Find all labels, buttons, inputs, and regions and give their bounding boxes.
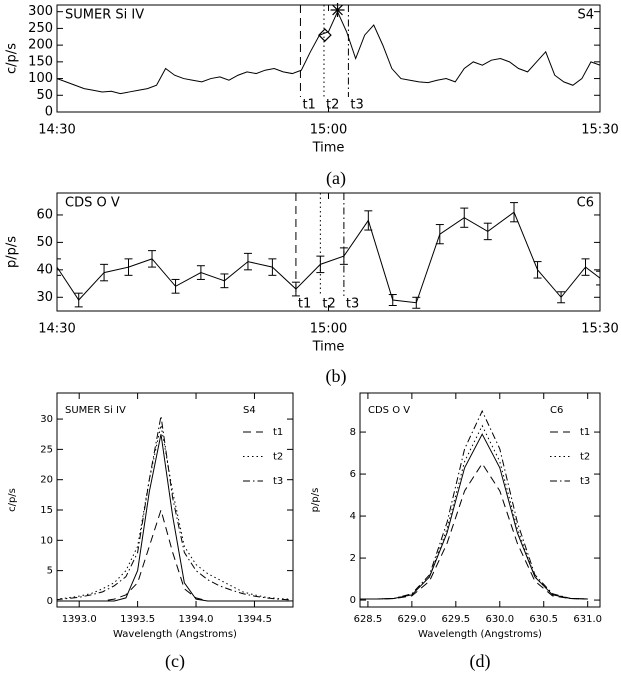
data-line [360,424,588,600]
x-tick-label: 1394.5 [237,614,272,625]
y-tick-label: 5 [47,566,53,577]
legend-label: t1 [273,427,283,438]
panel-title: CDS O V [368,405,410,416]
x-tick-label: 629.0 [398,614,427,625]
caption: (a) [326,168,346,189]
region-label: S4 [577,8,594,23]
x-tick-label: 1394.0 [179,614,214,625]
time-marker-label: t2 [326,98,339,113]
x-tick-label: 1393.0 [62,614,97,625]
y-tick-label: 100 [28,71,53,86]
data-line [360,409,588,600]
diamond-point [318,28,332,42]
y-axis-label: p/p/s [5,236,20,268]
time-marker-label: t1 [302,98,315,113]
y-tick-label: 250 [28,21,53,36]
x-tick-label: 629.5 [442,614,471,625]
y-axis-label: p/p/s [310,488,321,513]
panel-title: CDS O V [65,196,120,211]
x-tick-label: 628.5 [354,614,383,625]
data-line [57,434,290,602]
plot-frame [56,392,294,608]
data-line [57,508,290,602]
y-tick-label: 60 [36,207,53,222]
data-line [57,211,600,304]
x-tick-label: 630.5 [529,614,558,625]
asterisk-point [330,3,345,18]
y-tick-label: 200 [28,38,53,53]
y-tick-label: 25 [40,444,53,455]
y-tick-label: 50 [36,235,53,250]
legend-label: t2 [580,452,590,463]
region-label: C6 [550,405,563,416]
x-tick-label: 15:30 [581,322,618,337]
y-tick-label: 30 [40,414,53,425]
y-tick-label: 150 [28,54,53,69]
legend-label: t2 [273,452,283,463]
y-tick-label: 20 [40,475,53,486]
panel: 0 2 4 6 8 628.5 629.0 629.5 630.0 630.5 631.0 Wavel… [310,392,602,672]
data-line [57,425,290,600]
x-axis-label: Time [312,340,345,355]
y-tick-label: 15 [40,505,53,516]
data-line [57,10,600,95]
y-tick-label: 30 [36,290,53,305]
legend-label: t1 [580,427,590,438]
data-line [360,433,588,600]
y-tick-label: 0 [45,105,53,120]
region-label: C6 [577,196,594,211]
x-axis-label: Wavelength (Angstroms) [418,629,542,640]
legend-label: t3 [580,476,590,487]
y-tick-label: 6 [350,469,356,480]
x-tick-label: 14:30 [38,322,75,337]
y-tick-label: 4 [350,511,356,522]
x-tick-label: 631.0 [573,614,602,625]
y-tick-label: 0 [47,596,53,607]
y-tick-label: 10 [40,535,53,546]
series-group [57,10,600,95]
time-marker-label: t1 [298,297,311,312]
series-group [57,415,290,602]
caption: (c) [165,651,185,672]
data-line [360,462,588,600]
plot-frame [359,392,601,608]
x-tick-label: 15:30 [581,123,618,138]
y-tick-label: 0 [350,595,356,606]
time-marker-label: t2 [322,297,335,312]
time-marker-label: t3 [346,297,359,312]
series-group [57,202,600,309]
y-axis-label: c/p/s [5,43,20,74]
x-tick-label: 630.0 [485,614,514,625]
y-tick-label: 2 [350,553,356,564]
x-tick-label: 15:00 [310,322,347,337]
panel: 0 5 10 15 20 25 30 1393.0 1393.5 1394.0 1394.5Wave… [7,392,294,672]
y-tick-label: 300 [28,4,53,19]
x-axis-label: Time [312,141,345,156]
data-line [57,415,290,601]
plot-frame [56,192,601,312]
panel-title: SUMER Si IV [65,8,144,23]
x-tick-label: 1393.5 [120,614,155,625]
panel-title: SUMER Si IV [65,405,126,416]
legend-label: t3 [273,476,283,487]
panel: 30 40 50 60 14:30 15:00 15:30 Time p/p/s CDS O V C… [5,192,619,387]
series-group [360,409,588,600]
y-tick-label: 50 [36,88,53,103]
x-axis-label: Wavelength (Angstroms) [113,629,237,640]
y-tick-label: 8 [350,427,356,438]
caption: (d) [470,651,491,672]
x-tick-label: 14:30 [38,123,75,138]
time-marker-label: t3 [350,98,363,113]
x-tick-label: 15:00 [310,123,347,138]
y-axis-label: c/p/s [7,488,18,512]
region-label: S4 [243,405,256,416]
y-tick-label: 40 [36,262,53,277]
caption: (b) [326,366,347,387]
